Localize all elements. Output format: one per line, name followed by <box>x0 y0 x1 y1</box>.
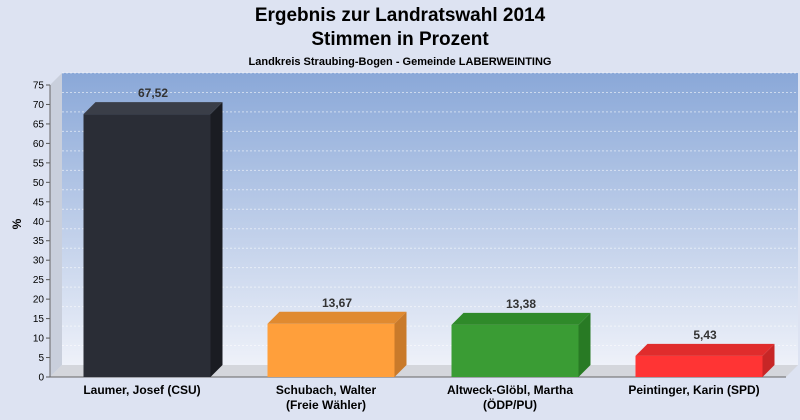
y-tick-label: 10 <box>33 334 45 345</box>
y-tick-label: 50 <box>33 178 45 189</box>
y-tick-label: 5 <box>38 353 44 364</box>
bar <box>83 114 211 377</box>
y-tick-label: 35 <box>33 236 45 247</box>
bar-side <box>578 312 591 377</box>
bar-top <box>83 102 223 115</box>
y-tick-label: 25 <box>33 275 45 286</box>
y-tick-label: 70 <box>33 100 45 111</box>
x-tick-label: (ÖDP/PU) <box>483 397 537 412</box>
y-tick-label: 15 <box>33 314 45 325</box>
x-tick-label: Peintinger, Karin (SPD) <box>628 383 759 397</box>
x-tick-label: Schubach, Walter <box>276 383 377 397</box>
plot-back-wall <box>62 73 798 365</box>
y-tick-label: 60 <box>33 139 45 150</box>
bar-top <box>267 311 407 324</box>
plot-side-wall <box>50 73 62 377</box>
chart-titles: Ergebnis zur Landratswahl 2014 Stimmen i… <box>0 4 800 68</box>
bar <box>635 355 763 377</box>
y-tick-label: 45 <box>33 197 45 208</box>
y-tick-label: 40 <box>33 217 45 228</box>
data-label: 5,43 <box>693 328 717 342</box>
bar-top <box>635 343 775 356</box>
y-tick-label: 75 <box>33 81 45 92</box>
y-tick-label: 20 <box>33 295 45 306</box>
bar-side <box>762 343 775 377</box>
y-tick-label: 65 <box>33 119 45 130</box>
data-label: 13,67 <box>322 296 352 310</box>
y-tick-label: 0 <box>38 373 44 384</box>
bar-side <box>210 102 223 377</box>
bar <box>267 323 395 377</box>
bar-side <box>394 311 407 377</box>
bar-top <box>451 312 591 325</box>
y-axis-label: % <box>10 218 24 229</box>
x-tick-label: (Freie Wähler) <box>286 398 366 412</box>
plot-floor <box>50 365 798 377</box>
chart-title: Ergebnis zur Landratswahl 2014 <box>254 5 546 26</box>
data-label: 13,38 <box>506 297 536 311</box>
chart-subtitle: Stimmen in Prozent <box>311 29 489 50</box>
y-tick-label: 55 <box>33 158 45 169</box>
y-tick-label: 30 <box>33 256 45 267</box>
x-tick-label: Altweck-Glöbl, Martha <box>447 383 573 397</box>
chart-caption: Landkreis Straubing-Bogen - Gemeinde LAB… <box>248 56 552 68</box>
bar <box>451 324 579 377</box>
x-tick-label: Laumer, Josef (CSU) <box>83 383 200 397</box>
data-label: 67,52 <box>138 86 168 100</box>
